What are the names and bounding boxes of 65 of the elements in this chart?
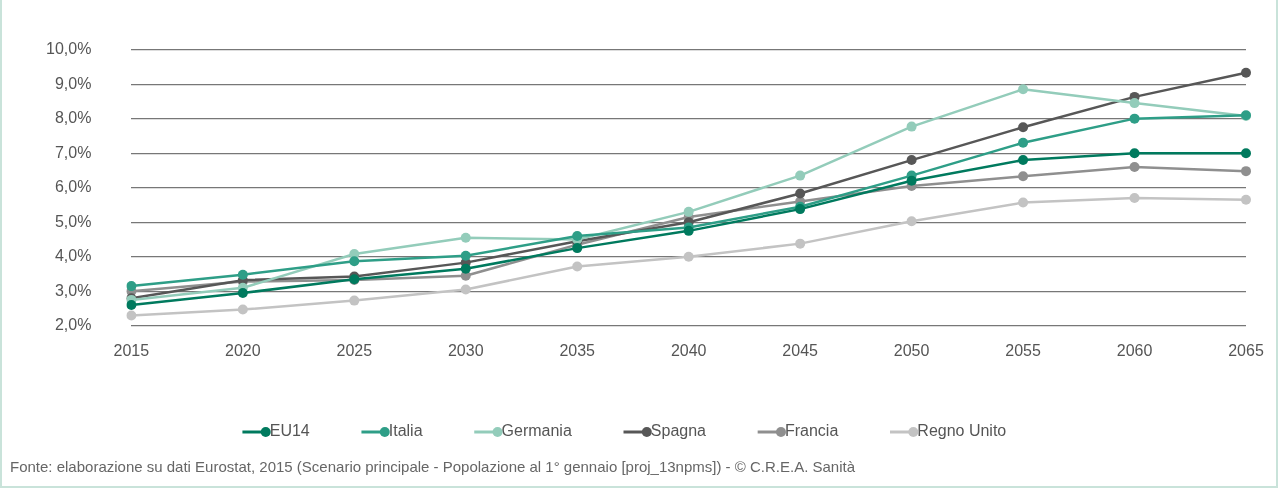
point [237, 288, 248, 298]
point [1018, 122, 1029, 133]
point [906, 121, 917, 132]
x-tick-label: 2045 [782, 341, 819, 359]
point [1018, 84, 1029, 95]
x-tick-label: 2055 [1005, 341, 1041, 359]
point [1018, 197, 1029, 208]
point [126, 281, 137, 292]
point [795, 238, 806, 249]
point [460, 232, 471, 243]
source-note: Fonte: elaborazione su dati Eurostat, 2015 (Scenario principale - Popolazione al 1° gennaio [proj_13npms]) - © C.R.E.A. Sanità [10, 458, 856, 475]
point [460, 250, 471, 261]
legend-label: EU14 [269, 422, 310, 440]
y-tick-label: 10,0% [45, 40, 92, 58]
x-tick-label: 2050 [893, 341, 930, 359]
point [683, 206, 694, 217]
x-tick-label: 2060 [1116, 341, 1153, 359]
y-tick-label: 3,0% [54, 281, 92, 299]
y-tick-label: 6,0% [54, 178, 92, 196]
y-tick-label: 5,0% [54, 212, 92, 230]
legend-label: Francia [784, 422, 839, 440]
point [906, 175, 917, 186]
legend-label: Italia [388, 422, 423, 440]
point [460, 284, 471, 295]
point [1241, 194, 1251, 205]
point [126, 310, 137, 321]
x-tick-label: 2065 [1228, 341, 1264, 359]
y-tick-label: 7,0% [54, 143, 92, 161]
point [126, 300, 137, 311]
x-tick-label: 2040 [670, 341, 707, 359]
legend-label: Germania [501, 422, 572, 440]
point [460, 263, 471, 274]
x-tick-label: 2020 [225, 341, 261, 359]
point [795, 170, 806, 181]
point [1129, 193, 1140, 204]
point [683, 251, 694, 262]
point [237, 304, 248, 315]
y-tick-label: 9,0% [54, 74, 92, 92]
point [1129, 113, 1140, 124]
point [795, 188, 806, 199]
legend-label: Spagna [650, 422, 707, 440]
point [1018, 171, 1029, 182]
point [237, 269, 248, 280]
point [906, 155, 917, 166]
legend-label: Regno Unito [917, 422, 1007, 440]
x-tick-label: 2030 [447, 341, 484, 359]
point [349, 256, 360, 267]
point [572, 261, 583, 272]
y-tick-label: 4,0% [54, 247, 92, 265]
point [1129, 161, 1140, 172]
point [1129, 148, 1140, 159]
point [572, 243, 583, 254]
point [906, 216, 917, 227]
point [1018, 137, 1029, 148]
point [1129, 98, 1140, 109]
point [1241, 67, 1251, 78]
x-tick-label: 2035 [559, 341, 596, 359]
y-tick-label: 2,0% [54, 316, 92, 334]
point [1018, 155, 1029, 166]
x-tick-label: 2025 [336, 341, 373, 359]
y-tick-label: 8,0% [54, 109, 92, 127]
point [1241, 148, 1251, 159]
x-tick-label: 2015 [113, 341, 150, 359]
point [1241, 166, 1251, 177]
point [349, 295, 360, 306]
